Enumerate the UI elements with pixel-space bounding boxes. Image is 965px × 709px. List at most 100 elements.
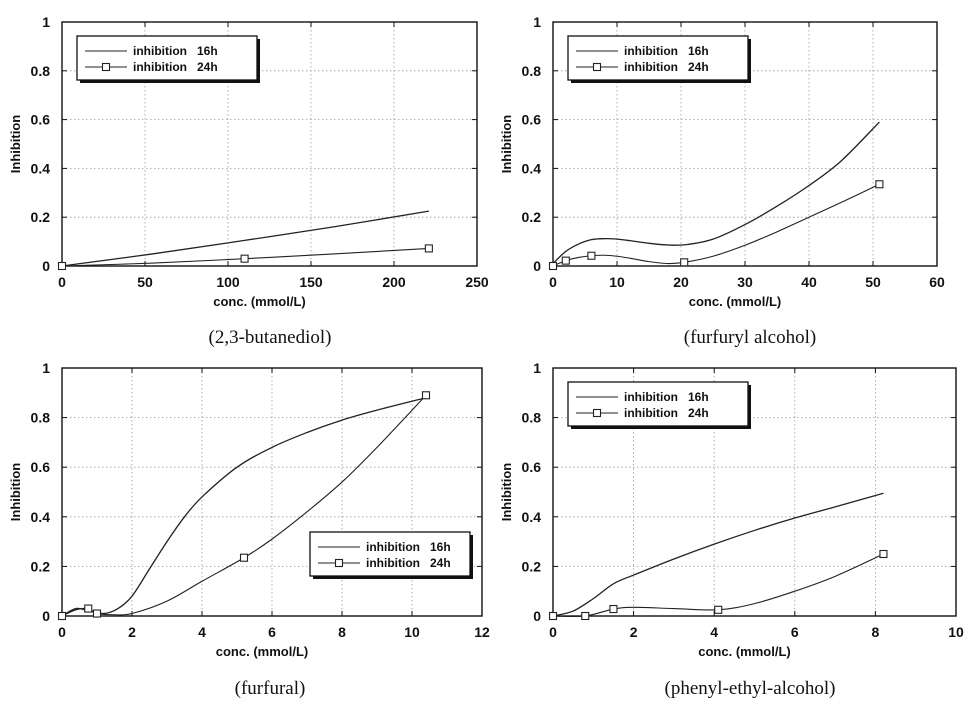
legend-box <box>309 531 471 577</box>
y-tick-label: 0 <box>533 258 541 274</box>
legend: inhibition 16h inhibition 24h <box>76 35 260 83</box>
legend-entry-label: inhibition 24h <box>624 406 709 420</box>
legend-entry-label: inhibition 16h <box>624 44 709 58</box>
y-axis-label: Inhibition <box>499 463 514 522</box>
series-line-24h <box>552 553 884 618</box>
y-tick-label: 0.2 <box>522 209 542 225</box>
legend: inhibition 16h inhibition 24h <box>567 35 751 83</box>
y-axis-label: Inhibition <box>8 115 23 174</box>
legend: inhibition 16h inhibition 24h <box>567 381 751 429</box>
x-tick-label: 10 <box>609 274 625 290</box>
x-tick-label: 6 <box>791 624 799 640</box>
data-point-24h <box>561 256 570 265</box>
x-tick-label: 30 <box>737 274 753 290</box>
legend-swatch-marker <box>592 408 602 418</box>
y-tick-label: 0.6 <box>522 459 542 475</box>
legend-entry-label: inhibition 16h <box>133 44 218 58</box>
plot-frame <box>552 367 957 617</box>
series-line-16h <box>552 492 884 617</box>
x-tick-label: 50 <box>137 274 153 290</box>
data-point-24h <box>239 553 249 562</box>
series-line-16h <box>552 121 880 265</box>
x-tick-label: 100 <box>216 274 240 290</box>
y-tick-label: 0 <box>533 608 541 624</box>
chart-panel-2: 0 10 20 30 40 50 60 0 0.2 0.4 0.6 0.8 1 conc. (mmol/L… <box>499 14 945 348</box>
x-tick-label: 60 <box>929 274 945 290</box>
y-tick-label: 0.8 <box>31 410 51 426</box>
y-tick-label: 0.8 <box>522 63 542 79</box>
y-tick-label: 0.4 <box>522 509 542 525</box>
series-line-24h <box>61 394 427 617</box>
x-tick-label: 40 <box>801 274 817 290</box>
data-point-24h <box>879 549 888 559</box>
legend: inhibition 16h inhibition 24h <box>309 531 473 579</box>
y-tick-label: 1 <box>533 360 541 376</box>
x-tick-label: 2 <box>630 624 638 640</box>
data-point-24h <box>587 251 596 260</box>
plot-frame <box>61 21 478 267</box>
x-tick-label: 250 <box>465 274 489 290</box>
x-tick-label: 0 <box>549 624 557 640</box>
x-axis-label: conc. (mmol/L) <box>216 644 308 659</box>
y-tick-label: 0.8 <box>31 63 51 79</box>
legend-box <box>567 35 749 81</box>
y-tick-label: 0.4 <box>522 160 542 176</box>
chart-panel-1: 0 50 100 150 200 250 0 0.2 0.4 0.6 0.8 1 conc. (mmol… <box>8 14 489 348</box>
data-point-24h <box>424 244 433 253</box>
chart-panel-4: 0 2 4 6 8 10 0 0.2 0.4 0.6 0.8 1 conc. (mmol/L) Inhib… <box>499 360 964 699</box>
chart-caption: (furfural) <box>235 678 306 699</box>
data-point-24h <box>240 254 249 263</box>
series-line-24h <box>552 183 880 267</box>
series-line-16h <box>61 210 429 267</box>
legend-swatch-marker <box>334 558 344 568</box>
legend-swatch-marker <box>592 62 602 72</box>
x-tick-label: 10 <box>404 624 420 640</box>
x-axis-label: conc. (mmol/L) <box>698 644 790 659</box>
x-tick-label: 4 <box>710 624 718 640</box>
y-tick-label: 0.6 <box>522 112 542 128</box>
chart-caption: (2,3-butanediol) <box>209 327 332 348</box>
x-tick-label: 6 <box>268 624 276 640</box>
y-tick-label: 1 <box>42 360 50 376</box>
legend-entry-label: inhibition 24h <box>366 556 451 570</box>
legend-entry-label: inhibition 24h <box>624 60 709 74</box>
x-axis-label: conc. (mmol/L) <box>689 294 781 309</box>
x-tick-label: 10 <box>948 624 964 640</box>
y-tick-label: 0 <box>42 258 50 274</box>
y-tick-label: 0 <box>42 608 50 624</box>
x-tick-label: 4 <box>198 624 206 640</box>
data-point-24h <box>875 180 884 189</box>
x-tick-label: 0 <box>549 274 557 290</box>
y-axis-label: Inhibition <box>8 463 23 522</box>
y-tick-label: 0.4 <box>31 509 51 525</box>
y-tick-label: 0.2 <box>31 209 51 225</box>
x-tick-label: 50 <box>865 274 881 290</box>
x-tick-label: 200 <box>382 274 406 290</box>
y-tick-label: 1 <box>42 14 50 30</box>
data-point-24h <box>548 611 558 621</box>
data-point-24h <box>92 609 102 618</box>
legend-entry-label: inhibition 24h <box>133 60 218 74</box>
y-tick-label: 1 <box>533 14 541 30</box>
y-tick-label: 0.2 <box>522 558 542 574</box>
x-tick-label: 20 <box>673 274 689 290</box>
legend-box <box>567 381 749 427</box>
data-point-24h <box>609 605 618 614</box>
y-tick-label: 0.6 <box>31 112 51 128</box>
x-tick-label: 0 <box>58 274 66 290</box>
chart-panel-3: 0 2 4 6 8 10 12 0 0.2 0.4 0.6 0.8 1 conc. (mmol/L) Inh… <box>8 360 490 699</box>
x-tick-label: 8 <box>338 624 346 640</box>
data-point-24h <box>57 611 67 621</box>
chart-caption: (phenyl-ethyl-alcohol) <box>665 678 836 699</box>
data-point-24h <box>421 391 431 400</box>
data-point-24h <box>57 261 67 271</box>
legend-swatch-marker <box>101 62 111 72</box>
x-tick-label: 2 <box>128 624 136 640</box>
series-line-16h <box>61 397 427 617</box>
x-tick-label: 8 <box>872 624 880 640</box>
legend-entry-label: inhibition 16h <box>624 390 709 404</box>
chart-caption: (furfuryl alcohol) <box>684 327 816 348</box>
x-tick-label: 150 <box>299 274 323 290</box>
legend-entry-label: inhibition 16h <box>366 540 451 554</box>
